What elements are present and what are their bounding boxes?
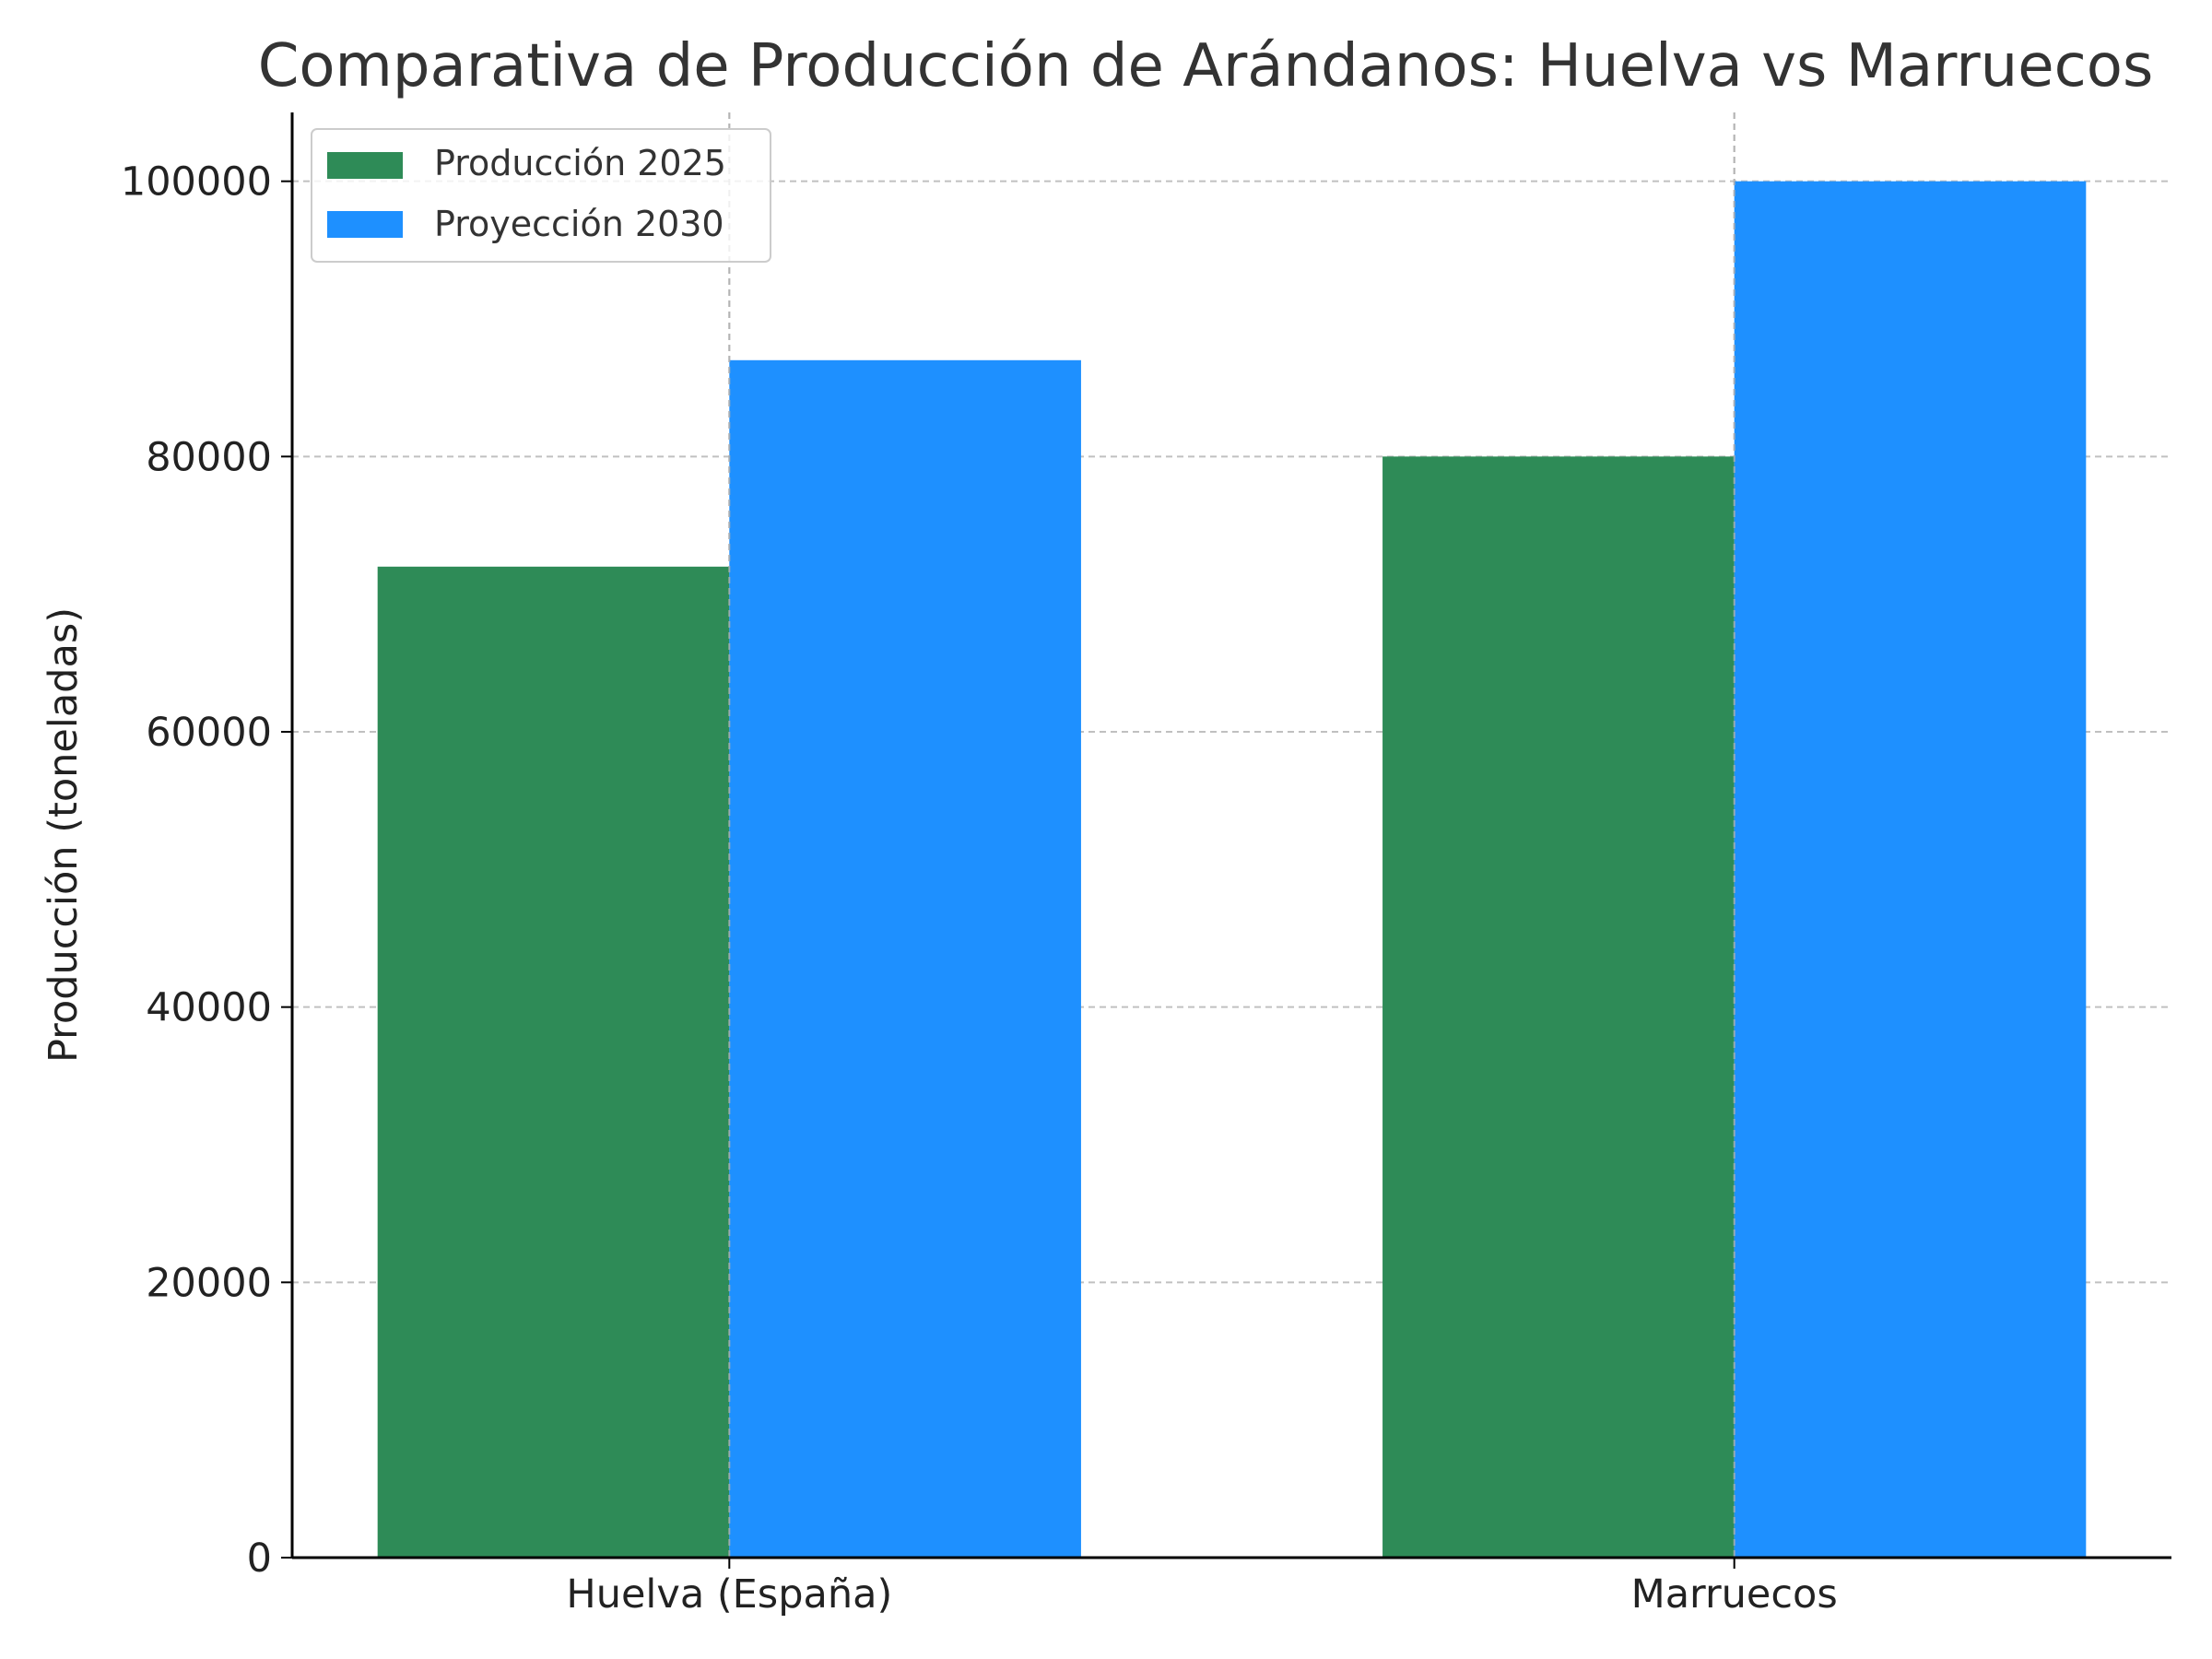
legend-swatch-proyeccion-2030 [327, 211, 403, 238]
legend-frame [311, 128, 771, 263]
y-tick-label: 100000 [121, 159, 272, 206]
bar-produccion-2025-1 [1382, 456, 1735, 1558]
legend-label-produccion-2025: Producción 2025 [434, 143, 726, 183]
legend-label-proyeccion-2030: Proyección 2030 [434, 204, 724, 244]
chart-title: Comparativa de Producción de Arándanos: … [258, 32, 2154, 100]
bars [377, 112, 2087, 1559]
x-tick-label: Huelva (España) [566, 1571, 892, 1618]
y-tick-label: 40000 [146, 985, 272, 1031]
x-tick-label: Marruecos [1631, 1571, 1838, 1618]
y-tick-label: 0 [247, 1535, 272, 1582]
bar-proyeccion-2030-1 [1734, 181, 2087, 1559]
legend-swatch-produccion-2025 [327, 152, 403, 179]
y-tick-label: 20000 [146, 1260, 272, 1306]
bar-produccion-2025-0 [377, 566, 730, 1558]
ticks: 0 20000 40000 60000 80000 100000 Huelva (Españ… [121, 159, 1838, 1618]
bar-proyeccion-2030-0 [729, 359, 1081, 1558]
y-axis-label: Producción (toneladas) [41, 607, 87, 1063]
y-tick-label: 80000 [146, 434, 272, 480]
axes [290, 112, 2171, 1559]
y-tick-label: 60000 [146, 710, 272, 756]
legend: Producción 2025 Proyección 2030 [311, 128, 771, 263]
